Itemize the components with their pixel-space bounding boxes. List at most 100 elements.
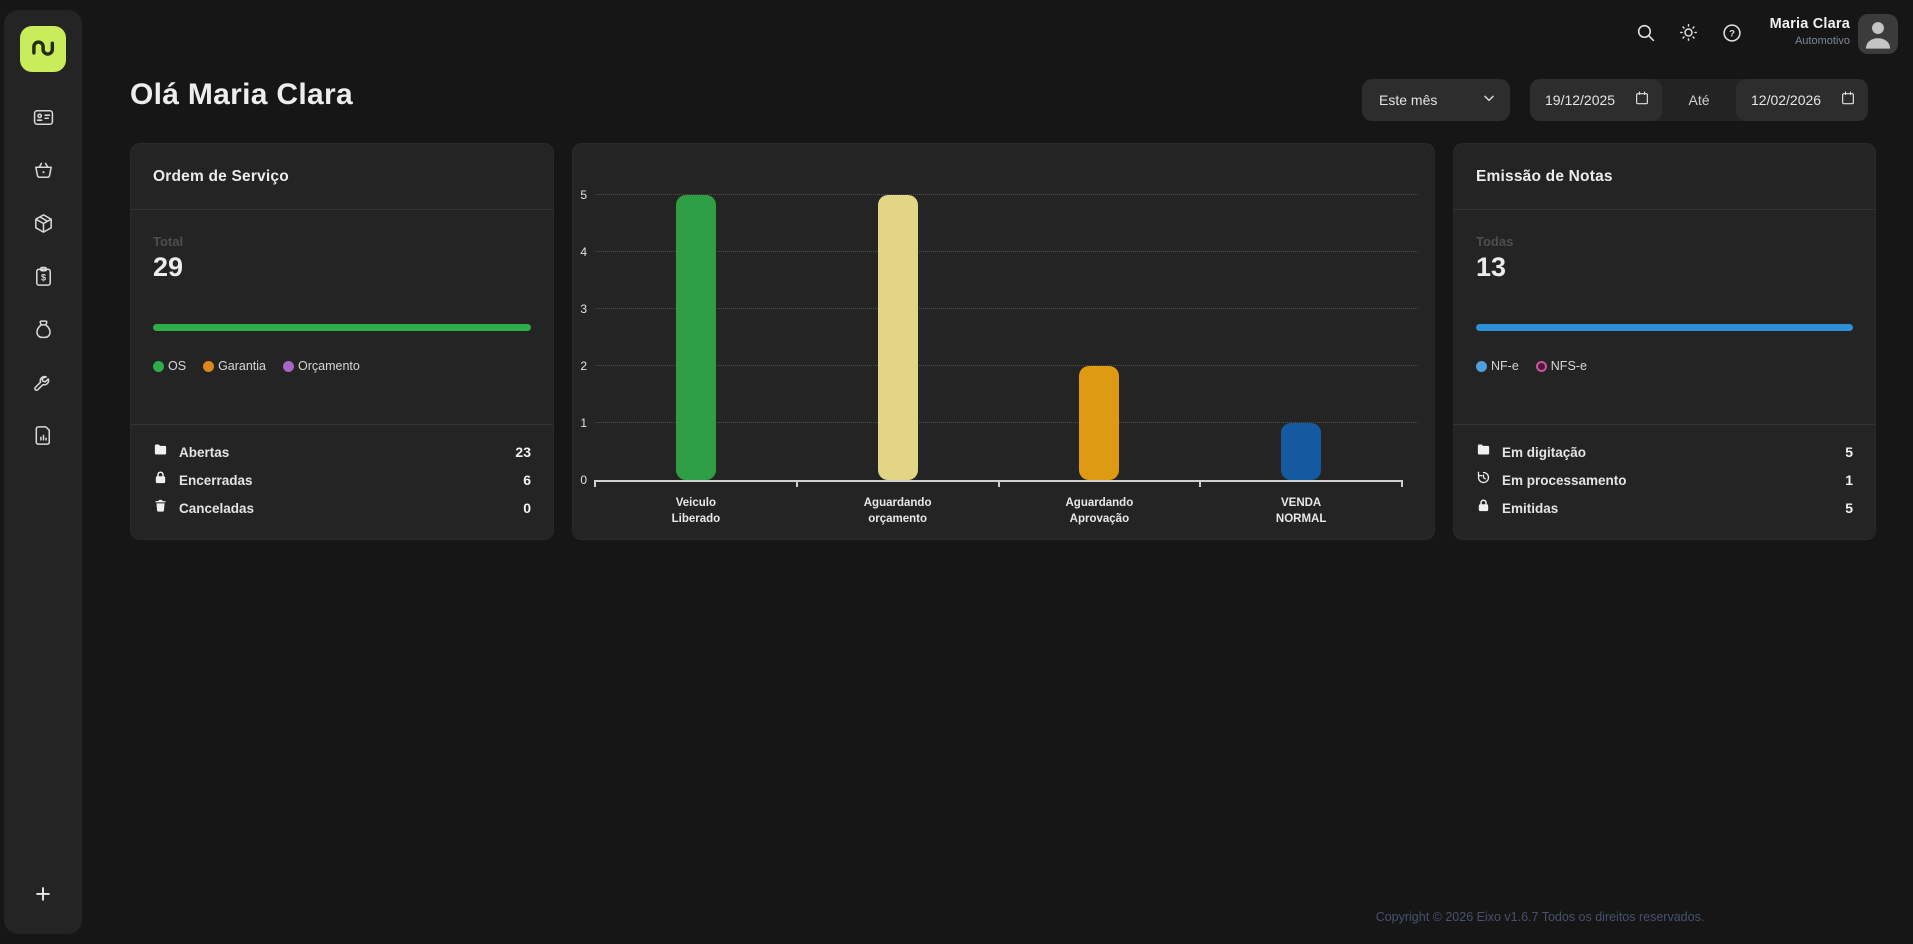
notes-card-title: Emissão de Notas (1476, 167, 1613, 185)
y-axis-tick-0: 0 (580, 473, 587, 487)
date-to-input[interactable]: 12/02/2026 (1736, 79, 1868, 121)
calendar-icon[interactable] (1840, 90, 1856, 111)
chart-column-3: VENDA NORMAL (1200, 195, 1402, 525)
user-menu[interactable]: Maria Clara Automotivo (1770, 16, 1850, 47)
legend-label: OS (168, 359, 187, 373)
bar-1 (877, 195, 918, 480)
legend-label: Garantia (218, 359, 267, 373)
legend-label: NF-e (1491, 359, 1519, 373)
copyright-text: Copyright © 2026 Eixo v1.6.7 Todos os di… (1375, 910, 1705, 924)
orcamento-dot (283, 360, 295, 372)
os-legend: OS Garantia Orçamento (153, 359, 531, 373)
sidebar-item-finance[interactable] (21, 310, 65, 354)
notes-card-header: Emissão de Notas (1454, 144, 1875, 210)
avatar[interactable] (1858, 14, 1898, 54)
stat-label: Em digitação (1502, 444, 1587, 460)
y-axis-tick-3: 3 (580, 302, 587, 316)
total-label: Todas (1476, 234, 1514, 249)
bar-3 (1281, 423, 1322, 480)
y-axis-tick-5: 5 (580, 188, 587, 202)
legend-item-nfe: NF-e (1476, 359, 1519, 373)
chart-column-2: Aguardando Aprovação (999, 195, 1201, 525)
y-axis-tick-4: 4 (580, 245, 587, 259)
x-axis-tick-2 (997, 480, 1000, 487)
nfse-dot (1535, 360, 1547, 372)
stat-row-em-processamento[interactable]: Em processamento 1 (1476, 466, 1853, 494)
service-orders-card-header: Ordem de Serviço (131, 144, 553, 210)
service-orders-card-body: Total 29 OS Garantia Orçamento (131, 210, 553, 373)
folder-icon (1476, 442, 1491, 462)
legend-item-os: OS (153, 359, 186, 373)
legend-label: NFS-e (1550, 359, 1587, 373)
history-icon (1476, 470, 1491, 490)
stat-value: 1 (1845, 472, 1853, 488)
stat-value: 5 (1845, 444, 1853, 460)
legend-item-garantia: Garantia (203, 359, 266, 373)
x-axis-label-0: Veiculo Liberado (671, 497, 721, 525)
os-dot (153, 360, 164, 372)
stat-label: Em processamento (1502, 472, 1627, 488)
stat-row-abertas[interactable]: Abertas 23 (153, 438, 531, 466)
date-range-group: 19/12/2025 Até 12/02/2026 (1530, 79, 1868, 121)
wrench-icon (32, 371, 55, 399)
x-axis-tick-1 (795, 480, 798, 487)
app-logo[interactable] (20, 26, 66, 72)
help-button[interactable]: ? (1719, 22, 1745, 48)
help-icon: ? (1721, 22, 1743, 49)
sidebar-item-services[interactable] (21, 363, 65, 407)
calendar-icon[interactable] (1634, 90, 1650, 111)
os-progress-bar (153, 324, 531, 331)
x-axis-tick-4 (1401, 480, 1403, 487)
basket-icon (32, 159, 55, 187)
period-select[interactable]: Este mês (1362, 79, 1510, 121)
sidebar-item-purchases[interactable] (21, 151, 65, 195)
x-axis-tick-3 (1199, 480, 1202, 487)
period-select-value: Este mês (1379, 92, 1438, 108)
total-label: Total (153, 234, 184, 249)
nfe-dot (1476, 360, 1487, 372)
stat-value: 0 (523, 500, 531, 516)
total-value: 13 (1476, 252, 1507, 282)
eixo-wave-logo-icon (28, 32, 58, 67)
report-file-icon (32, 424, 55, 452)
sidebar-nav: $ (21, 98, 65, 469)
sidebar-item-service-orders[interactable]: $ (21, 257, 65, 301)
chart-columns: Veiculo Liberado Aguardando orçamento Aguard… (595, 195, 1402, 525)
search-icon (1635, 22, 1656, 48)
page-title: Olá Maria Clara (130, 78, 353, 111)
sidebar-item-reports[interactable] (21, 416, 65, 460)
date-from-value: 19/12/2025 (1545, 92, 1616, 108)
legend-label: Orçamento (298, 359, 360, 373)
stat-row-canceladas[interactable]: Canceladas 0 (153, 494, 531, 522)
theme-toggle-button[interactable] (1675, 22, 1701, 48)
user-name: Maria Clara (1769, 16, 1850, 32)
gridline-4 (595, 251, 1418, 252)
stat-row-emitidas[interactable]: Emitidas 5 (1476, 494, 1853, 522)
x-axis-label-1: Aguardando orçamento (863, 497, 932, 525)
y-axis-tick-2: 2 (580, 359, 587, 373)
sidebar-item-products[interactable] (21, 204, 65, 248)
svg-text:$: $ (40, 273, 45, 283)
gridline-2 (595, 365, 1418, 366)
chart-column-1: Aguardando orçamento (797, 195, 999, 525)
stat-value: 5 (1845, 500, 1853, 516)
stat-row-em-digitacao[interactable]: Em digitação 5 (1476, 438, 1853, 466)
chart-column-0: Veiculo Liberado (595, 195, 797, 525)
gridline-1 (595, 422, 1418, 423)
chevron-down-icon (1481, 90, 1497, 111)
x-axis-label-3: VENDA NORMAL (1275, 497, 1327, 525)
sidebar: $ (4, 10, 82, 934)
lock-icon (153, 470, 168, 490)
date-from-input[interactable]: 19/12/2025 (1530, 79, 1662, 121)
package-icon (32, 212, 55, 240)
service-orders-stats: Abertas 23 Encerradas 6 Canceladas 0 (131, 424, 553, 539)
stat-value: 23 (515, 444, 531, 460)
invoice-dollar-icon: $ (32, 265, 55, 293)
total-value: 29 (153, 252, 184, 282)
sidebar-item-customers[interactable] (21, 98, 65, 142)
person-silhouette-icon (1861, 17, 1895, 54)
search-button[interactable] (1632, 22, 1658, 48)
stat-row-encerradas[interactable]: Encerradas 6 (153, 466, 531, 494)
date-to-value: 12/02/2026 (1751, 92, 1822, 108)
add-button[interactable]: + (35, 878, 51, 909)
